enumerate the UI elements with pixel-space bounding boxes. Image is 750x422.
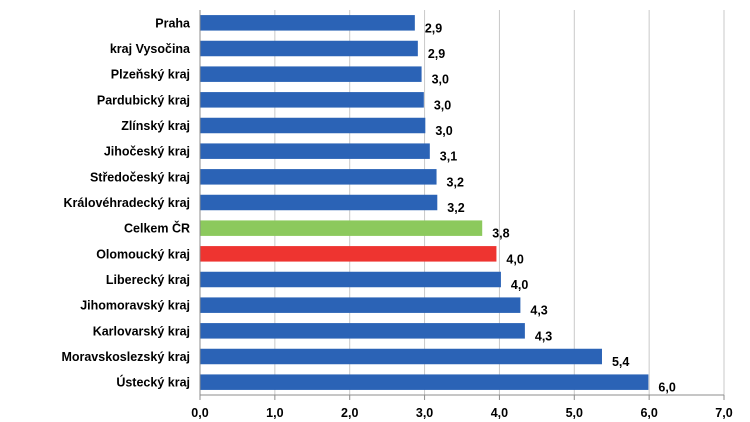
category-label: Karlovarský kraj [93,324,190,338]
bar [200,297,521,313]
bar [200,374,649,390]
category-labels: Praha kraj Vysočina Plzeňský kraj Pardubick… [61,16,191,389]
category-label: kraj Vysočina [110,42,191,56]
x-tick-label: 6,0 [640,406,657,420]
x-tick-label: 5,0 [566,406,583,420]
bar [200,348,602,365]
data-label: 4,0 [506,252,523,266]
category-label: Jihočeský kraj [104,145,190,159]
bar [200,323,525,339]
bar [200,271,501,288]
data-label: 2,9 [428,47,445,61]
bar [200,92,424,108]
value-labels: 2,92,93,03,03,03,13,23,23,84,04,04,34,35… [425,21,676,394]
axes: 0,0 1,0 2,0 3,0 4,0 5,0 6,0 7,0 [191,10,733,420]
bar [200,246,497,262]
x-tick-label: 3,0 [416,406,433,420]
category-label: Královéhradecký kraj [64,196,190,210]
category-label: Plzeňský kraj [111,68,190,82]
category-label: Ústecký kraj [116,375,190,390]
bar [200,117,426,134]
data-label: 3,0 [434,98,451,112]
data-label: 2,9 [425,21,442,35]
x-tick-label: 2,0 [341,406,358,420]
data-label: 3,0 [432,73,449,87]
bar [200,15,415,31]
data-label: 5,4 [612,355,629,369]
bar [200,194,438,211]
x-tick-label: 0,0 [191,406,208,420]
category-label: Zlínský kraj [121,119,190,133]
bar [200,40,418,57]
data-label: 3,1 [440,150,457,164]
data-label: 3,0 [435,124,452,138]
category-label: Celkem ČR [124,221,190,236]
category-label: Moravskoslezský kraj [61,350,190,364]
bar [200,169,437,185]
data-label: 4,3 [535,329,552,343]
data-label: 4,0 [511,278,528,292]
category-label: Olomoucký kraj [96,247,190,261]
category-label: Středočeský kraj [90,170,190,184]
category-label: Liberecký kraj [106,273,190,287]
x-tick-label: 4,0 [491,406,508,420]
bar [200,66,422,82]
x-tick-label: 1,0 [266,406,283,420]
x-tick-label: 7,0 [715,406,732,420]
category-label: Praha [155,16,191,30]
bar [200,220,483,236]
data-label: 3,8 [492,227,509,241]
category-label: Pardubický kraj [97,93,190,107]
data-label: 4,3 [530,304,547,318]
data-label: 3,2 [447,201,464,215]
data-label: 6,0 [658,381,675,395]
bars [200,15,649,390]
category-label: Jihomoravský kraj [80,299,190,313]
data-label: 3,2 [447,175,464,189]
bar [200,143,430,159]
